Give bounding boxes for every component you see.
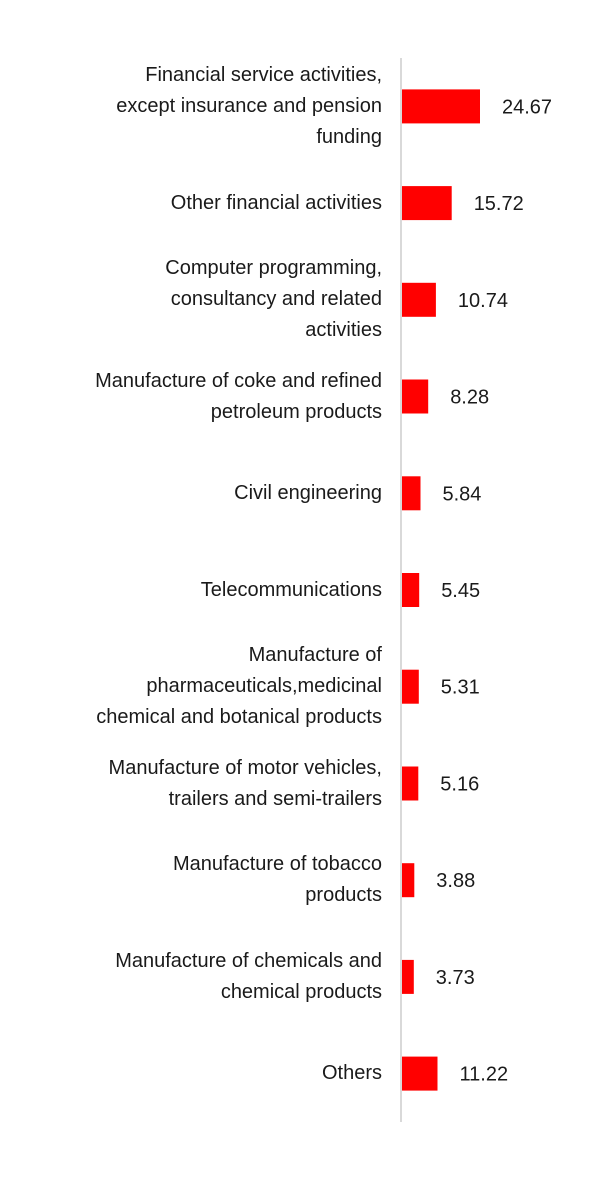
category-label-line: products — [305, 884, 382, 907]
bar-0 — [402, 89, 480, 124]
category-label-line: Computer programming, — [165, 257, 382, 280]
value-label-7: 5.16 — [440, 774, 479, 796]
category-label-5: Telecommunications — [22, 575, 382, 606]
bar-5 — [402, 573, 420, 607]
category-label-8: Manufacture of tobacco products — [22, 849, 382, 911]
value-label-6: 5.31 — [441, 677, 480, 699]
value-label-2: 10.74 — [458, 290, 508, 312]
category-label-line: Financial service activities, — [145, 63, 382, 86]
category-label-line: Manufacture of chemicals and — [115, 949, 382, 972]
value-label-8: 3.88 — [436, 870, 475, 892]
value-labels-group: 24.67 15.72 10.74 8.28 5.84 5.45 5.31 5.16 3.88 3… — [436, 96, 552, 1085]
category-label-1: Other financial activities — [22, 188, 382, 219]
category-label-line: except insurance and pension — [116, 94, 382, 117]
category-label-line: activities — [305, 319, 382, 342]
category-label-line: funding — [316, 125, 382, 148]
bar-10 — [402, 1056, 438, 1091]
category-label-9: Manufacture of chemicals and chemical pro… — [22, 946, 382, 1008]
value-label-9: 3.73 — [436, 967, 475, 989]
category-label-4: Civil engineering — [22, 478, 382, 509]
category-label-line: chemical and botanical products — [96, 706, 382, 729]
category-label-line: chemical products — [220, 980, 382, 1003]
category-label-line: Others — [321, 1062, 382, 1085]
category-label-line: pharmaceuticals,medicinal — [146, 675, 382, 698]
category-label-3: Manufacture of coke and refined petroleum… — [22, 366, 382, 428]
value-label-1: 15.72 — [474, 193, 524, 215]
bar-6 — [402, 669, 419, 704]
category-label-line: petroleum products — [210, 400, 382, 423]
category-label-line: Telecommunications — [200, 578, 382, 601]
bar-7 — [402, 766, 419, 801]
category-label-line: Manufacture of tobacco — [172, 853, 382, 876]
category-label-0: Financial service activities, except insu… — [22, 60, 382, 153]
category-label-10: Others — [22, 1058, 382, 1089]
bar-1 — [402, 186, 452, 221]
bars-group — [402, 89, 480, 1091]
value-label-5: 5.45 — [441, 580, 480, 602]
value-label-0: 24.67 — [502, 96, 552, 118]
value-label-10: 11.22 — [460, 1064, 509, 1086]
category-label-2: Computer programming, consultancy and rel… — [22, 253, 382, 346]
bar-8 — [402, 863, 415, 898]
category-label-line: trailers and semi-trailers — [168, 787, 382, 810]
category-label-6: Manufacture of pharmaceuticals,medicinal c… — [22, 640, 382, 733]
category-label-line: Other financial activities — [170, 191, 382, 214]
bar-4 — [402, 476, 421, 511]
value-label-4: 5.84 — [443, 483, 482, 505]
category-label-line: Manufacture of motor vehicles, — [108, 756, 382, 779]
bar-2 — [402, 282, 436, 317]
category-label-line: consultancy and related — [170, 288, 382, 311]
bar-9 — [402, 959, 414, 994]
category-label-line: Civil engineering — [234, 481, 382, 504]
category-label-line: Manufacture of coke and refined — [95, 369, 382, 392]
category-label-7: Manufacture of motor vehicles, trailers a… — [22, 753, 382, 815]
value-label-3: 8.28 — [450, 387, 489, 409]
category-label-line: Manufacture of — [248, 644, 382, 667]
bar-3 — [402, 379, 429, 414]
